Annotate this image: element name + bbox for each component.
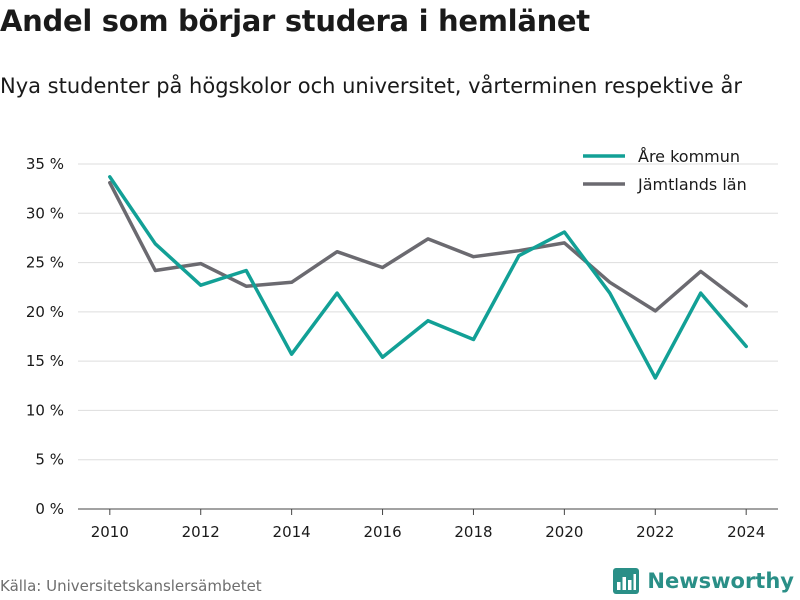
series-line-1 (108, 180, 748, 313)
chart-subtitle: Nya studenter på högskolor och universit… (0, 74, 742, 98)
x-tick-label: 2018 (454, 523, 492, 541)
legend-label: Åre kommun (638, 147, 740, 166)
x-tick-label: 2012 (182, 523, 220, 541)
legend-label: Jämtlands län (637, 175, 747, 194)
axes: 0 % 5 % 10 % 15 % 20 % 25 % 30 % 35 % 2010 2012 20… (26, 155, 765, 541)
y-tick-label: 35 % (26, 155, 64, 173)
chart-title: Andel som börjar studera i hemlänet (0, 4, 590, 38)
x-tick-label: 2016 (363, 523, 401, 541)
x-tick-label: 2010 (91, 523, 129, 541)
legend: Åre kommun Jämtlands län (583, 147, 747, 194)
y-tick-label: 10 % (26, 401, 64, 419)
series-lines (108, 175, 748, 380)
x-tick-label: 2020 (545, 523, 583, 541)
y-tick-label: 0 % (35, 500, 64, 518)
y-tick-label: 25 % (26, 254, 64, 272)
y-tick-label: 30 % (26, 204, 64, 222)
y-tick-label: 15 % (26, 352, 64, 370)
y-tick-label: 20 % (26, 303, 64, 321)
series-line-0 (108, 175, 748, 380)
gridlines (78, 163, 778, 510)
x-tick-label: 2014 (273, 523, 311, 541)
newsworthy-icon (613, 568, 640, 594)
y-tick-label: 5 % (35, 451, 64, 469)
brand-name: Newsworthy (647, 569, 794, 593)
x-tick-label: 2022 (636, 523, 674, 541)
brand-logo: Newsworthy (613, 568, 794, 594)
x-tick-label: 2024 (727, 523, 765, 541)
source-note: Källa: Universitetskanslersämbetet (0, 577, 262, 595)
